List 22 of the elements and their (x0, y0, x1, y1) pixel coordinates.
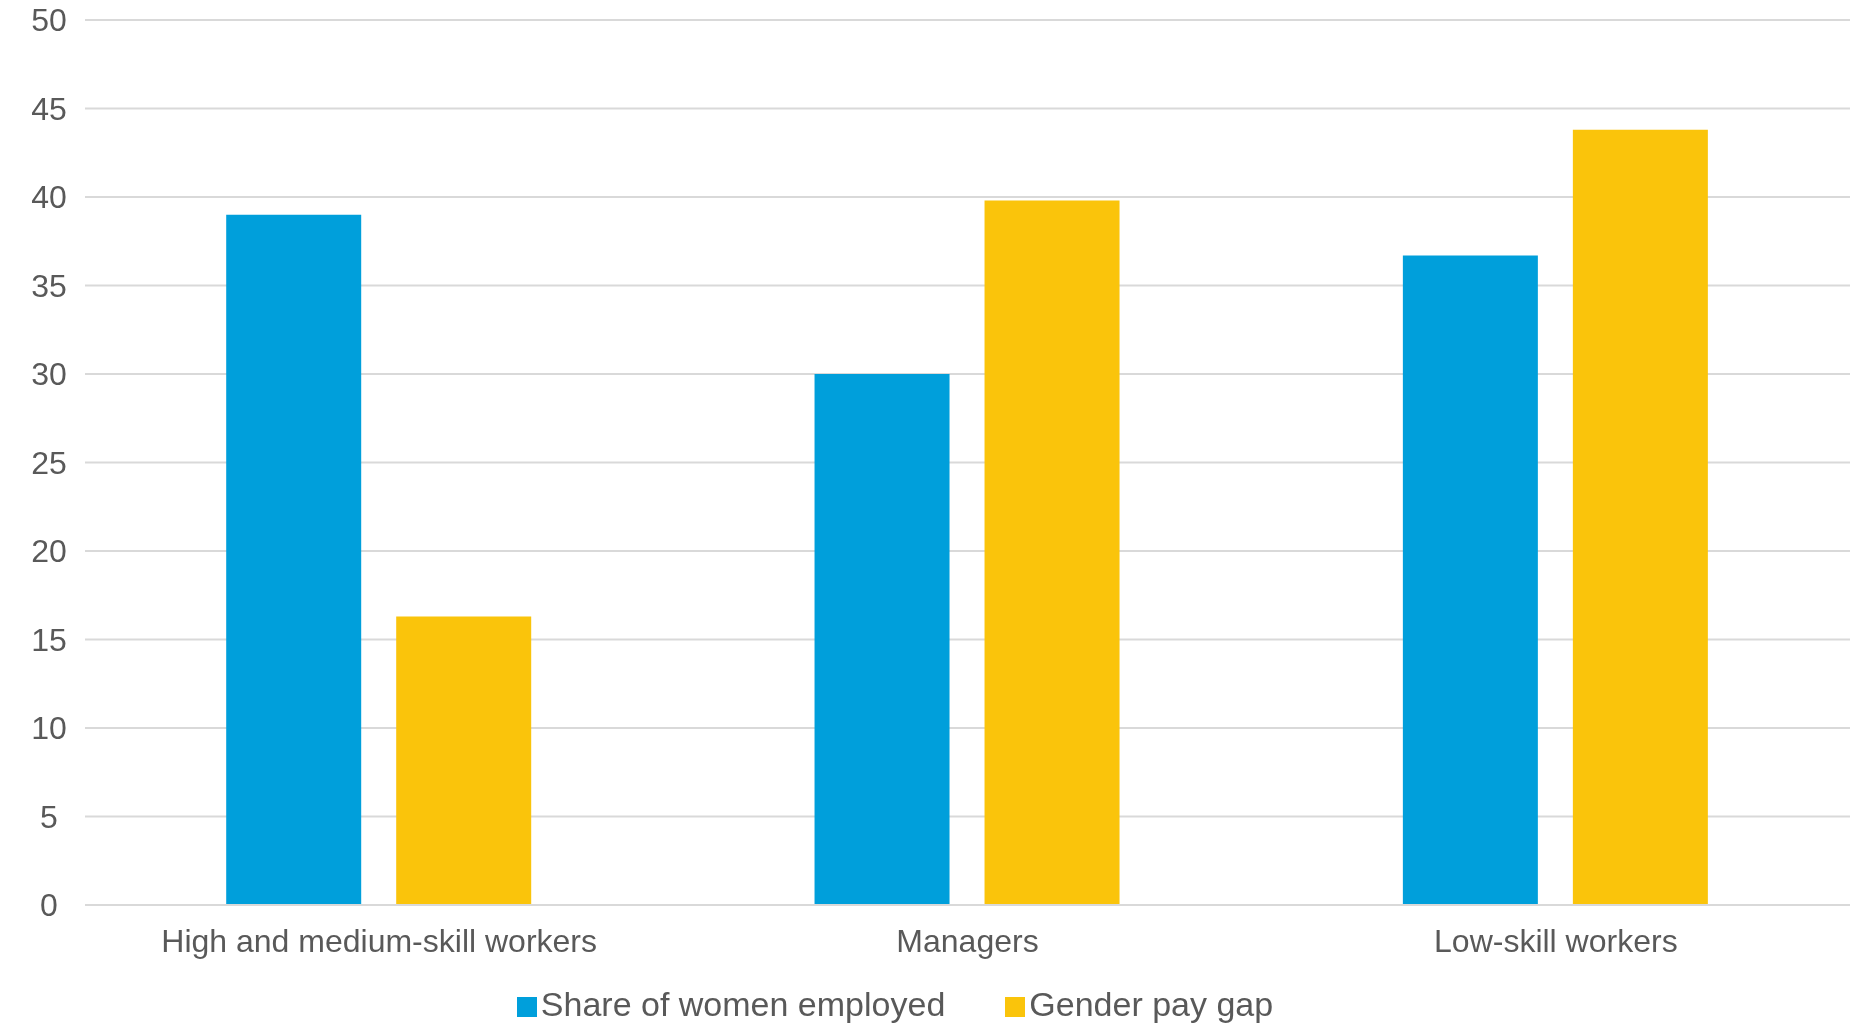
bar (226, 214, 362, 905)
x-tick-label: Managers (896, 922, 1039, 959)
y-tick-label: 0 (40, 887, 58, 924)
y-tick-label: 15 (31, 621, 67, 658)
bar (1402, 255, 1538, 905)
y-tick-label: 40 (31, 179, 67, 216)
bar (984, 200, 1120, 905)
legend-label: Gender pay gap (1029, 985, 1274, 1023)
bar (814, 374, 950, 905)
y-tick-label: 25 (31, 444, 67, 481)
y-tick-label: 20 (31, 533, 67, 570)
y-tick-label: 10 (31, 710, 67, 747)
y-tick-label: 30 (31, 356, 67, 393)
x-tick-label: High and medium-skill workers (161, 922, 598, 959)
legend-label: Share of women employed (540, 985, 946, 1023)
y-tick-label: 5 (40, 798, 58, 835)
y-tick-label: 45 (31, 90, 67, 127)
bar (396, 616, 532, 905)
y-tick-label: 35 (31, 267, 67, 304)
bar (1572, 129, 1708, 905)
x-tick-label: Low-skill workers (1434, 922, 1678, 959)
y-tick-label: 50 (31, 2, 67, 39)
